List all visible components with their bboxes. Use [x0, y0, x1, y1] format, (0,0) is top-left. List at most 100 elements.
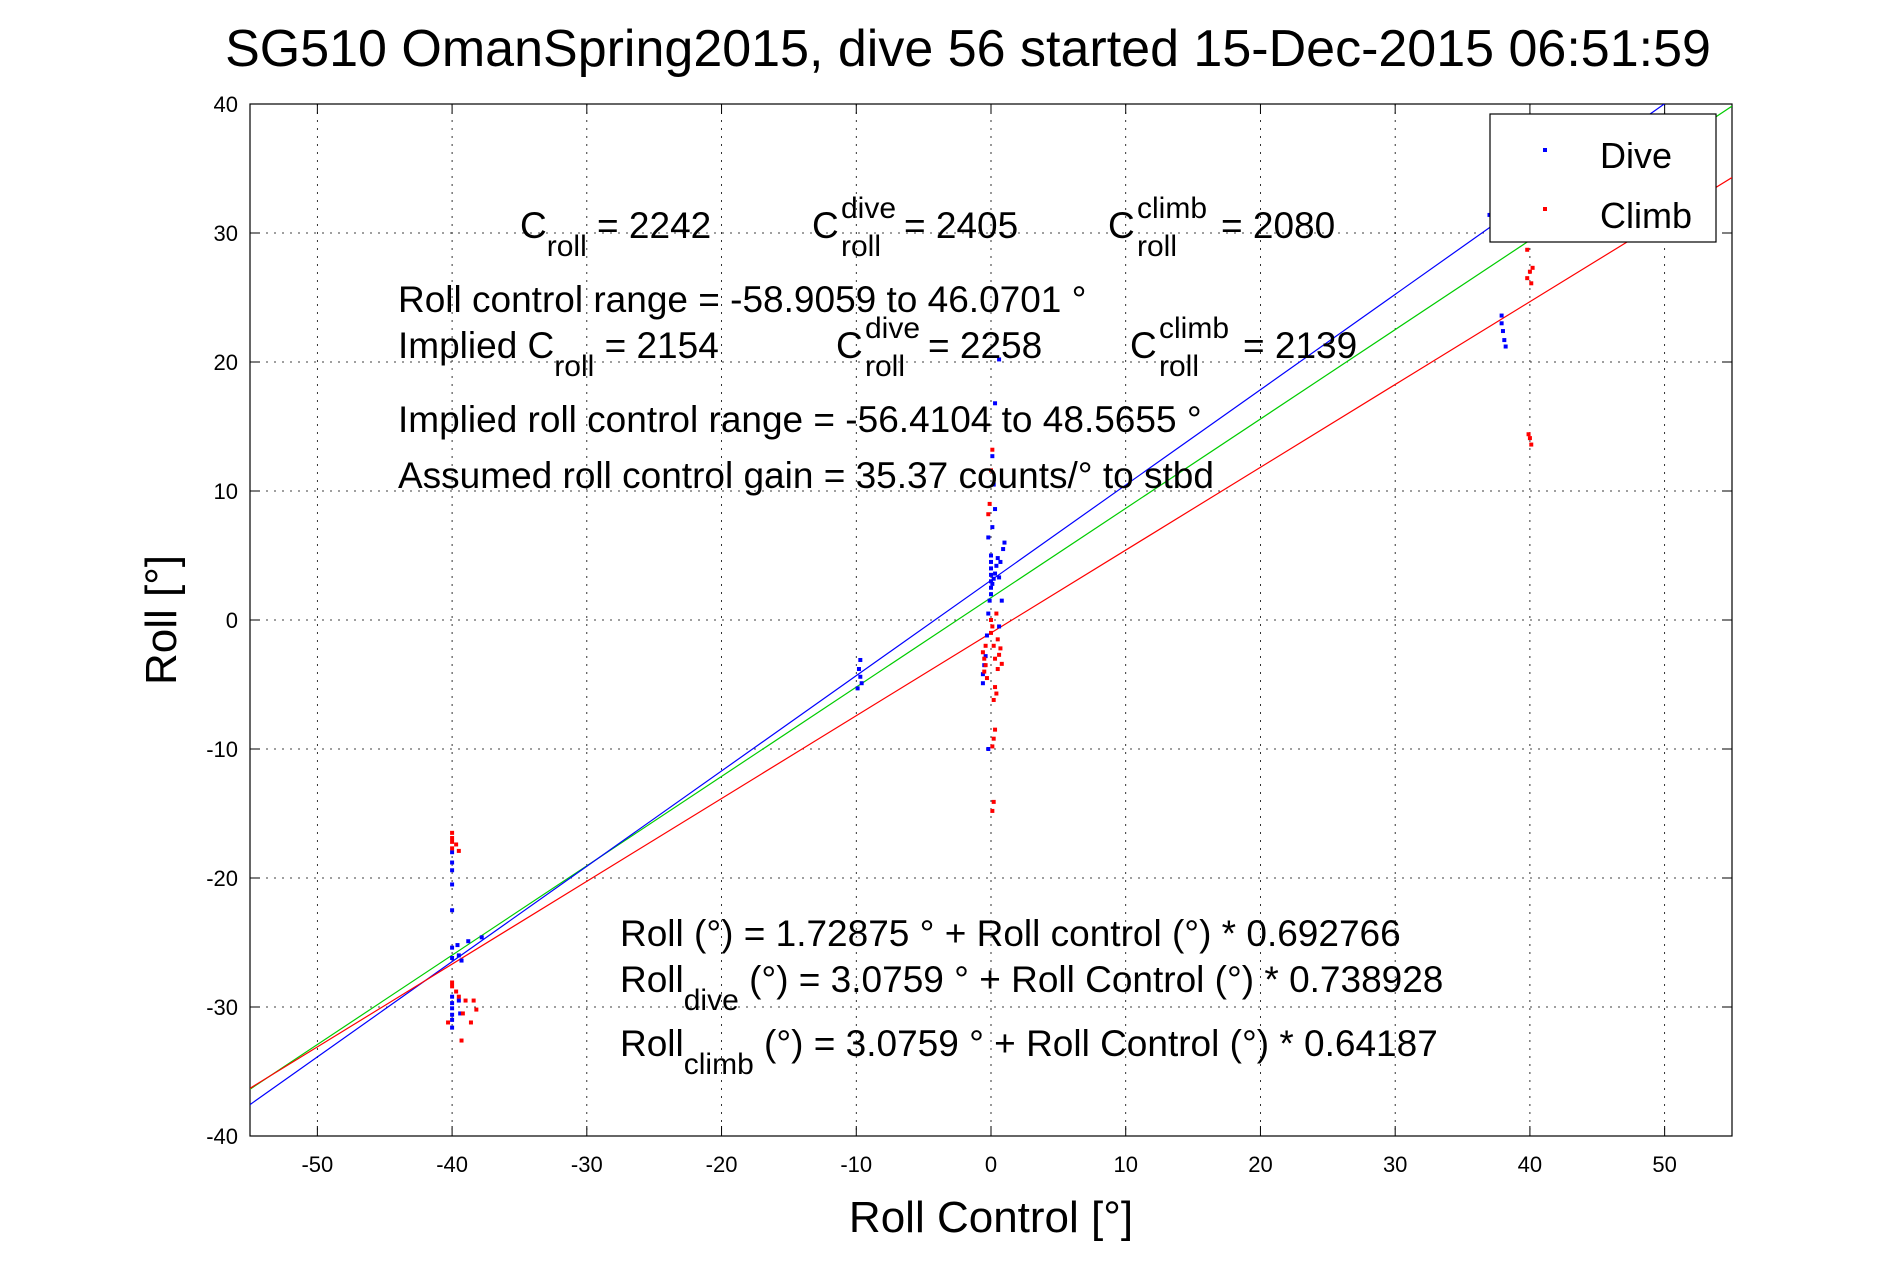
y-tick-label: -10: [206, 737, 238, 762]
data-point-dive: [450, 1025, 455, 1030]
y-tick-label: 20: [214, 350, 238, 375]
data-point-climb: [991, 643, 996, 648]
data-point-dive: [993, 401, 998, 406]
data-point-dive: [989, 572, 993, 577]
data-point-climb: [991, 799, 996, 804]
annotation-implied-c-roll: Implied Croll = 2154: [398, 325, 719, 383]
implied-c-roll-climb-superscript: climb: [1159, 312, 1229, 345]
data-point-dive: [450, 908, 455, 913]
data-point-dive: [989, 553, 993, 558]
data-point-dive: [450, 868, 455, 873]
y-tick-label: 10: [214, 479, 238, 504]
x-tick-label: -40: [436, 1152, 468, 1177]
data-point-dive: [456, 998, 461, 1003]
data-point-climb: [990, 447, 995, 452]
legend-label-dive: Dive: [1600, 135, 1672, 176]
c-roll-dive-superscript: dive: [841, 192, 896, 225]
y-tick-label: 0: [226, 608, 238, 633]
annotation-c-roll-climb: C: [1108, 205, 1135, 246]
data-point-climb: [993, 727, 998, 732]
legend-label-climb: Climb: [1600, 195, 1692, 236]
data-point-climb: [980, 650, 985, 655]
data-point-dive: [450, 994, 455, 999]
data-point-dive: [987, 598, 992, 603]
x-tick-label: 0: [985, 1152, 997, 1177]
data-point-dive: [991, 482, 996, 487]
equation-climb-body: (°) = 3.0759 ° + Roll Control (°) * 0.64…: [754, 1023, 1438, 1064]
data-point-dive: [997, 575, 1002, 580]
data-point-climb: [460, 1011, 465, 1016]
data-point-dive: [1500, 329, 1505, 334]
x-tick-label: -30: [571, 1152, 603, 1177]
implied-c-roll-climb-subscript: roll: [1159, 350, 1199, 383]
c-roll-climb-superscript: climb: [1137, 192, 1207, 225]
data-point-climb: [454, 842, 459, 847]
data-point-dive: [855, 686, 860, 691]
data-point-dive: [479, 935, 484, 940]
x-tick-label: -20: [706, 1152, 738, 1177]
data-point-climb: [1525, 247, 1530, 252]
data-point-climb: [1529, 281, 1534, 286]
data-point-dive: [1002, 540, 1007, 545]
c-roll-subscript: roll: [547, 230, 587, 263]
data-point-dive: [459, 958, 464, 963]
data-point-dive: [858, 674, 863, 679]
data-point-climb: [995, 667, 1000, 672]
y-tick-label: -30: [206, 995, 238, 1020]
data-point-climb: [990, 808, 995, 813]
implied-c-roll-dive-value: = 2258: [928, 325, 1042, 366]
x-tick-label: 40: [1518, 1152, 1542, 1177]
c-roll-value: = 2242: [587, 205, 711, 246]
y-tick-label: -20: [206, 866, 238, 891]
data-point-climb: [987, 501, 992, 506]
data-point-climb: [999, 661, 1004, 666]
data-point-climb: [446, 1020, 451, 1025]
implied-c-roll-subscript: roll: [554, 350, 594, 383]
data-point-climb: [450, 980, 455, 985]
data-point-dive: [989, 579, 993, 584]
axis-ticks: -50 -40 -30 -20 -10 0 10 20 30 40 50 -40 -30 -20 -10 0 1…: [206, 92, 1732, 1177]
x-tick-label: -50: [301, 1152, 333, 1177]
assumed-roll-control-gain: Assumed roll control gain = 35.37 counts…: [398, 455, 1214, 496]
x-axis-label: Roll Control [°]: [849, 1193, 1133, 1242]
implied-label: Implied C: [398, 325, 554, 366]
chart-title: SG510 OmanSpring2015, dive 56 started 15…: [225, 20, 1711, 78]
data-point-climb: [998, 646, 1003, 651]
data-point-climb: [450, 846, 455, 851]
data-point-dive: [989, 592, 993, 597]
data-point-dive: [466, 939, 471, 944]
data-point-dive: [1502, 338, 1507, 343]
data-point-dive: [997, 624, 1002, 629]
data-point-dive: [450, 850, 455, 855]
equation-climb: Rollclimb (°) = 3.0759 ° + Roll Control …: [620, 1023, 1438, 1081]
data-point-dive: [450, 1017, 455, 1022]
data-point-climb: [989, 618, 993, 622]
annotations: Croll = 2242 C dive roll = 2405 C climb …: [398, 192, 1443, 1081]
implied-c-roll-climb-symbol: C: [1130, 325, 1157, 366]
data-point-dive: [990, 454, 995, 459]
legend-box: [1489, 113, 1717, 243]
data-point-dive: [450, 882, 455, 887]
c-roll-dive-subscript: roll: [841, 230, 881, 263]
data-point-climb: [1526, 432, 1531, 437]
annotation-c-roll-dive: C: [812, 205, 839, 246]
data-point-climb: [983, 643, 988, 648]
data-point-climb: [989, 468, 993, 473]
data-point-climb: [450, 984, 455, 989]
data-point-climb: [450, 836, 455, 841]
data-points: [446, 212, 1535, 1043]
data-point-dive: [989, 559, 993, 564]
data-point-climb: [1527, 269, 1532, 274]
data-point-dive: [993, 507, 998, 512]
data-point-climb: [993, 685, 998, 690]
data-point-dive: [999, 598, 1004, 603]
data-point-dive: [858, 657, 863, 662]
data-point-climb: [454, 989, 459, 994]
data-point-climb: [995, 637, 1000, 642]
data-point-climb: [993, 656, 998, 661]
data-point-dive: [983, 654, 988, 659]
roll-control-range: Roll control range = -58.9059 to 46.0701…: [398, 279, 1086, 320]
x-tick-label: 20: [1248, 1152, 1272, 1177]
data-point-climb: [982, 669, 987, 674]
data-point-climb: [997, 652, 1002, 657]
